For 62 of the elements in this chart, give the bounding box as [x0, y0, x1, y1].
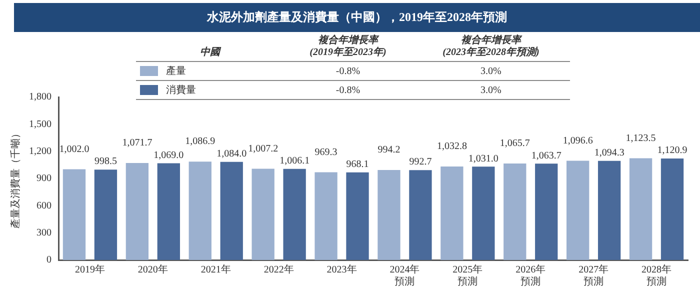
- data-label: 1,007.2: [248, 143, 278, 154]
- legend-label: 消費量: [166, 85, 196, 96]
- data-label: 1,120.9: [657, 145, 688, 156]
- bar: [220, 162, 243, 260]
- y-tick-label: 900: [36, 173, 52, 184]
- bar: [472, 166, 495, 260]
- data-label: 1,032.8: [436, 141, 467, 152]
- x-tick-label: 2020年: [138, 264, 168, 276]
- x-tick-label: 2021年: [200, 264, 231, 276]
- bar: [283, 168, 306, 260]
- bar: [409, 170, 432, 260]
- data-label: 1,096.6: [562, 135, 593, 146]
- y-tick-label: 1,800: [29, 92, 52, 103]
- bar: [188, 162, 212, 260]
- data-label: 1,086.9: [185, 136, 216, 148]
- data-label: 1,084.0: [216, 148, 247, 160]
- x-tick-label: 2024年預測: [390, 264, 420, 288]
- bar: [252, 168, 274, 260]
- bar: [378, 170, 400, 260]
- data-label: 1,069.0: [154, 150, 184, 161]
- y-tick-label: 300: [36, 227, 52, 238]
- bar: [535, 164, 558, 260]
- data-label: 1,071.7: [122, 138, 152, 149]
- bar: [440, 166, 464, 260]
- bar: [598, 160, 621, 260]
- x-tick-label: 2026年預測: [516, 264, 546, 288]
- bar: [314, 172, 338, 260]
- rate-table: 中國 複合年增長率 (2019年至2023年) 複合年增長率 (2023年至2028年預測) 產量 -0.8% 3.0% 消費量 -0.8% 3.0%: [136, 35, 570, 100]
- x-tick-label: 2027年預測: [578, 264, 609, 288]
- bar: [94, 170, 118, 260]
- bar: [126, 162, 149, 260]
- data-label: 1,031.0: [468, 153, 498, 164]
- x-tick-label: 2028年預測: [642, 264, 672, 288]
- bar: [566, 160, 590, 260]
- x-tick-label: 2019年: [74, 264, 105, 276]
- chart-title: 水泥外加劑產量及消費量（中國），2019年至2028年預測: [14, 3, 700, 32]
- y-tick-label: 0: [46, 254, 52, 266]
- bar: [660, 158, 684, 260]
- data-label: 1,065.7: [500, 138, 530, 150]
- bar: [346, 172, 369, 260]
- x-tick-label: 2023年: [326, 264, 357, 276]
- bar: [62, 169, 86, 260]
- data-label: 1,123.5: [626, 132, 656, 144]
- y-tick-label: 1,500: [29, 118, 52, 130]
- data-label: 969.3: [314, 146, 338, 158]
- data-label: 1,094.3: [594, 148, 624, 159]
- y-axis-title: 產量及消費量（千噸）: [10, 128, 22, 228]
- data-label: 992.7: [409, 156, 432, 168]
- y-tick-label: 600: [36, 200, 52, 212]
- bar: [629, 158, 652, 260]
- x-tick-label: 2025年預測: [452, 264, 483, 288]
- data-label: 998.5: [94, 156, 117, 168]
- bar: [157, 163, 180, 260]
- bar: [504, 163, 526, 260]
- x-tick-label: 2022年: [264, 264, 294, 276]
- data-label: 1,002.0: [59, 144, 90, 155]
- legend-label: 產量: [166, 66, 186, 77]
- y-tick-label: 1,200: [29, 146, 52, 157]
- data-label: 994.2: [378, 144, 400, 156]
- data-label: 1,006.1: [280, 156, 310, 167]
- data-label: 1,063.7: [531, 150, 562, 162]
- data-label: 968.1: [346, 158, 369, 170]
